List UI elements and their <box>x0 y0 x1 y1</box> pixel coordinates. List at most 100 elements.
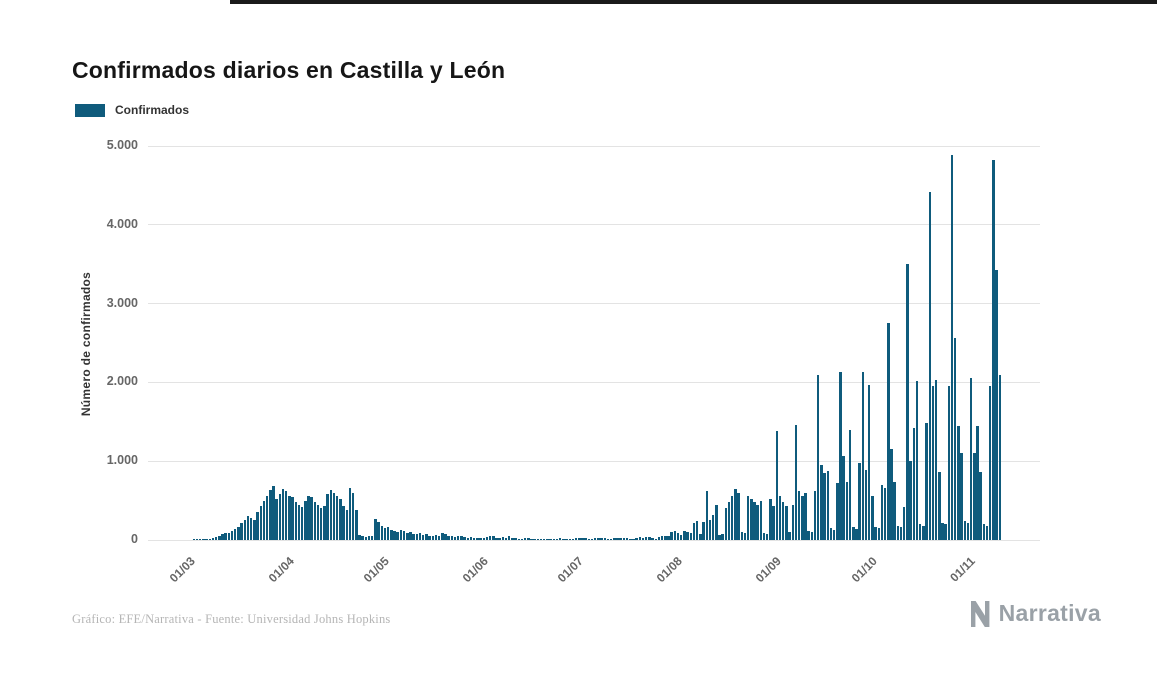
bar <box>867 384 871 540</box>
bar <box>753 502 756 540</box>
bar <box>374 518 377 540</box>
bar <box>501 537 505 540</box>
bar <box>335 495 339 540</box>
bar <box>928 191 931 540</box>
bar <box>562 539 565 540</box>
bar <box>256 512 259 540</box>
bar <box>549 538 552 540</box>
bar <box>858 462 861 540</box>
bar <box>801 495 804 540</box>
bar <box>425 534 428 540</box>
bar <box>953 338 957 540</box>
bar <box>635 538 638 540</box>
bar <box>603 538 607 540</box>
chart-title: Confirmados diarios en Castilla y León <box>72 57 506 84</box>
bar <box>284 491 288 540</box>
y-axis-labels: 0 1.000 2.000 3.000 4.000 5.000 <box>0 138 138 546</box>
bar <box>339 499 342 540</box>
bar <box>619 538 622 540</box>
bar <box>447 535 450 540</box>
bar <box>903 506 906 540</box>
bar <box>887 322 890 540</box>
bar <box>198 539 202 540</box>
bar <box>613 538 616 540</box>
bar <box>664 536 667 540</box>
bar <box>852 527 855 540</box>
bar <box>571 538 575 540</box>
bar <box>205 539 208 540</box>
bar <box>208 539 211 540</box>
bar <box>367 536 371 540</box>
y-tick-label: 4.000 <box>106 216 138 231</box>
x-tick-label: 01/07 <box>555 554 587 586</box>
bar <box>536 538 540 540</box>
bar <box>415 534 419 540</box>
bar <box>265 495 269 540</box>
bar <box>323 506 326 540</box>
y-tick-label: 0 <box>131 532 138 546</box>
bar <box>202 539 205 540</box>
legend-swatch <box>75 103 105 117</box>
bar <box>781 502 785 540</box>
bar <box>514 538 517 540</box>
bar <box>839 372 842 540</box>
bar <box>272 486 275 540</box>
bar <box>944 524 947 540</box>
gridline <box>148 303 1040 305</box>
bar <box>597 537 600 540</box>
bar <box>686 532 689 540</box>
bar <box>896 525 900 540</box>
source-credit: Gráfico: EFE/Narrativa - Fuente: Univers… <box>72 612 391 626</box>
bar <box>584 538 587 540</box>
bar <box>406 532 409 540</box>
bar <box>648 537 651 540</box>
bar <box>813 491 817 540</box>
bar <box>934 380 938 540</box>
bar <box>699 533 702 540</box>
x-tick-label: 01/03 <box>166 554 198 586</box>
bar <box>711 514 715 540</box>
bar <box>383 528 387 540</box>
bar <box>214 537 218 540</box>
bar <box>469 537 473 540</box>
bar <box>673 531 677 540</box>
bar <box>294 502 297 540</box>
bar <box>730 495 734 540</box>
bar <box>877 528 880 540</box>
bar <box>609 539 613 540</box>
gridline <box>148 460 1040 462</box>
bar <box>377 521 380 540</box>
bar <box>641 537 645 540</box>
bar <box>695 521 699 540</box>
bar <box>660 536 664 540</box>
bar <box>644 536 648 540</box>
bar <box>797 491 801 540</box>
bar <box>246 516 250 540</box>
bar <box>316 504 320 540</box>
bar <box>278 494 282 540</box>
bar <box>616 537 619 540</box>
bar <box>680 535 683 540</box>
bar <box>775 431 779 540</box>
bar <box>386 527 390 540</box>
bar <box>313 502 317 540</box>
bar <box>329 489 333 540</box>
bar <box>807 530 810 540</box>
y-tick-label: 3.000 <box>106 295 138 310</box>
bar <box>485 536 489 540</box>
bar <box>963 521 966 540</box>
bar <box>249 517 253 540</box>
bar <box>437 536 441 540</box>
bar <box>460 536 463 540</box>
x-tick-label: 01/05 <box>360 554 393 586</box>
bar <box>938 472 941 540</box>
bar <box>466 537 470 540</box>
bar <box>240 523 243 540</box>
bar <box>402 531 406 540</box>
bar <box>590 538 594 540</box>
bar <box>230 531 234 540</box>
bar <box>692 522 696 540</box>
bar <box>746 495 750 540</box>
bar <box>371 535 374 540</box>
bar <box>361 536 364 540</box>
